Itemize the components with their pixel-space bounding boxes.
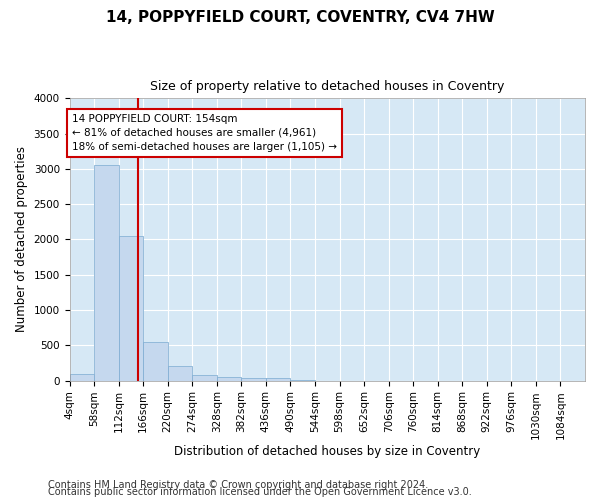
Bar bbox=[119, 236, 143, 380]
Text: 14, POPPYFIELD COURT, COVENTRY, CV4 7HW: 14, POPPYFIELD COURT, COVENTRY, CV4 7HW bbox=[106, 10, 494, 25]
X-axis label: Distribution of detached houses by size in Coventry: Distribution of detached houses by size … bbox=[174, 444, 481, 458]
Bar bbox=[94, 166, 119, 380]
Bar bbox=[168, 366, 192, 380]
Y-axis label: Number of detached properties: Number of detached properties bbox=[15, 146, 28, 332]
Bar bbox=[70, 374, 94, 380]
Text: Contains public sector information licensed under the Open Government Licence v3: Contains public sector information licen… bbox=[48, 487, 472, 497]
Text: 14 POPPYFIELD COURT: 154sqm
← 81% of detached houses are smaller (4,961)
18% of : 14 POPPYFIELD COURT: 154sqm ← 81% of det… bbox=[72, 114, 337, 152]
Bar bbox=[266, 378, 290, 380]
Bar bbox=[192, 375, 217, 380]
Bar bbox=[217, 376, 241, 380]
Title: Size of property relative to detached houses in Coventry: Size of property relative to detached ho… bbox=[150, 80, 505, 93]
Bar bbox=[143, 342, 168, 380]
Text: Contains HM Land Registry data © Crown copyright and database right 2024.: Contains HM Land Registry data © Crown c… bbox=[48, 480, 428, 490]
Bar bbox=[241, 378, 266, 380]
